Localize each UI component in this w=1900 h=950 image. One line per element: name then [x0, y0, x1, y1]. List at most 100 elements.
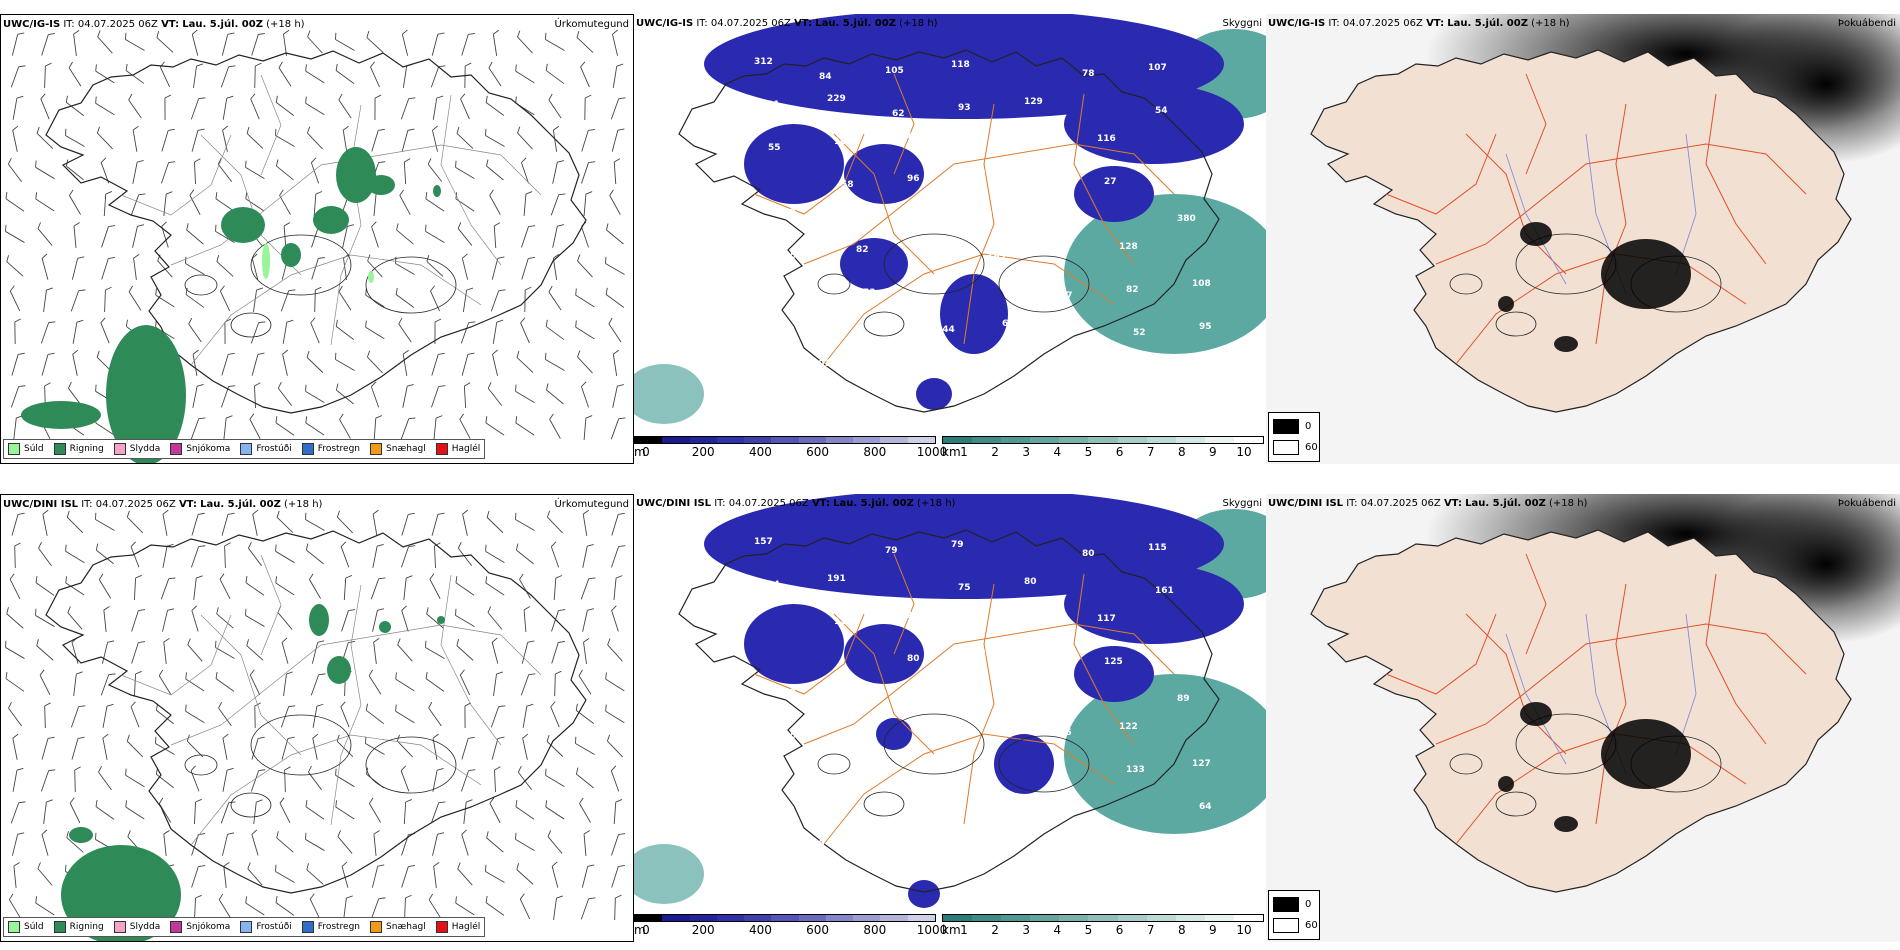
legend-item-6: Snæhagl	[370, 443, 426, 455]
wind-barb	[284, 766, 291, 793]
wind-barb	[125, 32, 145, 51]
fog-map-top	[1266, 14, 1900, 464]
legend-swatch	[301, 921, 314, 933]
cloud-base-label: 76	[1031, 620, 1044, 630]
wind-barb	[221, 512, 235, 536]
wind-barb	[250, 93, 260, 120]
wind-barb	[10, 385, 26, 408]
wind-barb	[485, 416, 505, 436]
colorbar-segment	[825, 437, 854, 443]
colorbar-segment	[635, 437, 663, 443]
wind-barb	[551, 861, 559, 888]
iceland-map	[45, 530, 587, 894]
low-visibility-area	[1064, 674, 1266, 834]
wind-barb	[433, 415, 443, 440]
wind-barb	[73, 29, 80, 56]
cloud-base-label: 116	[805, 316, 824, 326]
wind-barb	[216, 255, 234, 277]
cloud-base-label: 93	[958, 103, 971, 113]
wind-barb	[575, 320, 595, 340]
wind-barb	[275, 544, 295, 564]
wind-barb	[251, 32, 265, 56]
low-visibility-area	[634, 844, 704, 904]
wind-barb	[401, 512, 415, 536]
wind-barb	[12, 125, 19, 152]
wind-barb	[222, 95, 234, 120]
colorbar-tick: 2	[991, 923, 999, 937]
wind-barb	[68, 61, 82, 87]
wind-barb	[14, 318, 21, 345]
wind-barb	[279, 797, 291, 824]
wind-barb	[335, 319, 355, 340]
wind-barb	[429, 573, 441, 599]
colorbar-tick: 200	[691, 923, 715, 937]
wind-barb	[608, 317, 622, 343]
glacier-outline	[817, 273, 851, 295]
cloud-base-label: 80	[907, 654, 920, 664]
wind-barb	[611, 512, 625, 536]
wind-barb	[218, 893, 232, 919]
colorbar-segment	[662, 437, 690, 443]
wind-barb	[545, 768, 565, 788]
wind-barb	[426, 254, 444, 277]
wind-barb	[252, 509, 259, 536]
wind-barb	[545, 63, 565, 84]
colorbar-segment	[1233, 915, 1264, 921]
wind-barb	[522, 733, 529, 760]
wind-barb	[104, 286, 112, 313]
road	[823, 253, 1115, 365]
low-cloud-area	[916, 378, 952, 410]
cloud-base-label: 144	[936, 325, 955, 335]
legend-label: Súld	[24, 444, 44, 454]
wind-barb	[102, 703, 114, 728]
wind-barb	[428, 701, 442, 727]
wind-barb	[277, 382, 293, 407]
wind-barb	[306, 863, 324, 885]
wind-barb	[12, 767, 24, 792]
cloud-base-label: 74	[1206, 365, 1219, 375]
glacier-outline	[230, 312, 272, 338]
low-cloud-area	[1064, 84, 1244, 164]
wind-barb	[485, 895, 505, 916]
road	[190, 734, 482, 846]
cloud-base-label: 82	[856, 245, 869, 255]
road	[190, 254, 482, 366]
wind-barb	[305, 384, 325, 404]
fog-panel-bottom: UWC/DINI ISL IT: 04.07.2025 06Z VT: Lau.…	[1266, 494, 1900, 942]
legend-swatch	[370, 443, 383, 455]
wind-barb	[335, 768, 355, 788]
wind-barb	[101, 257, 116, 280]
cloud-base-label: 81	[900, 131, 913, 141]
wind-barb	[521, 225, 536, 248]
wind-barb	[40, 321, 56, 344]
colorbar-segment	[1233, 437, 1264, 443]
wind-barb	[312, 733, 319, 760]
road	[833, 133, 935, 275]
wind-barb	[581, 161, 596, 184]
colorbar-tick: 800	[863, 923, 887, 937]
road	[1465, 613, 1567, 755]
wind-barb	[251, 829, 259, 856]
legend-swatch	[170, 921, 183, 933]
panel-title: UWC/IG-IS IT: 04.07.2025 06Z VT: Lau. 5.…	[3, 19, 305, 30]
wind-barb	[157, 254, 173, 278]
wind-barb	[521, 640, 535, 664]
panel-title: UWC/IG-IS IT: 04.07.2025 06Z VT: Lau. 5.…	[1268, 18, 1570, 29]
wind-barb	[35, 192, 55, 212]
coastline	[1310, 529, 1852, 893]
wind-barb	[41, 253, 49, 280]
wind-barb	[493, 222, 501, 249]
wind-barb	[191, 865, 206, 888]
wind-barb	[132, 160, 144, 184]
wind-barb	[251, 253, 259, 280]
wind-barb	[100, 157, 110, 184]
visibility-colorbar	[942, 914, 1264, 922]
wind-barb	[432, 767, 444, 792]
wind-barb	[39, 669, 51, 696]
fog-patch	[1601, 239, 1691, 309]
wind-barb	[103, 191, 113, 217]
wind-barb	[606, 223, 624, 245]
panel-name: Þokuábendi	[1837, 18, 1896, 29]
fog-legend-white	[1273, 918, 1299, 933]
wind-barb	[403, 575, 413, 600]
